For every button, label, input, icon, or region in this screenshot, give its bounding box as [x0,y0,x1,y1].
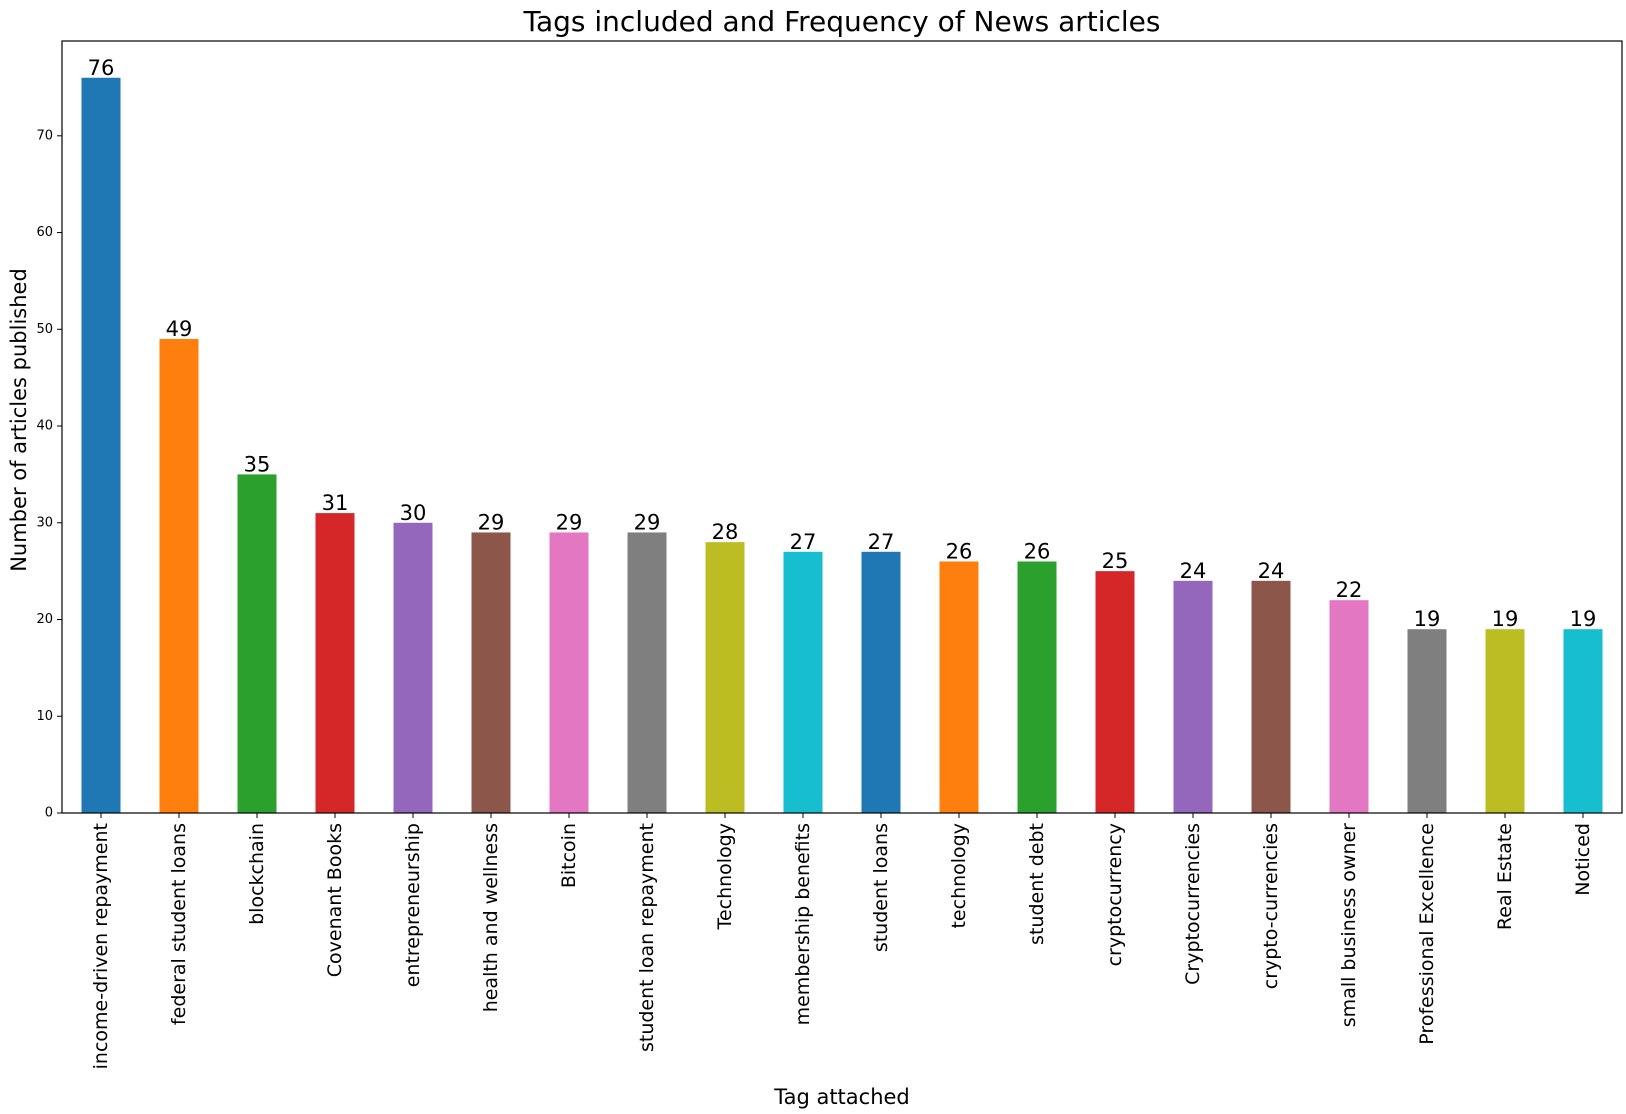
bar [81,77,121,813]
plot-area-frame [61,40,1623,814]
bar [1485,629,1525,813]
bar [627,532,667,813]
x-tick-label: Bitcoin [558,823,580,888]
bar-value-label: 27 [790,530,817,554]
bar-value-label: 19 [1570,607,1597,631]
bar-value-label: 29 [634,510,661,534]
chart-title: Tags included and Frequency of News arti… [523,5,1161,38]
bar-value-label: 31 [322,491,349,515]
bar-value-label: 29 [556,510,583,534]
bar-value-label: 22 [1336,578,1363,602]
bar-value-label: 27 [868,530,895,554]
bar-value-label: 49 [166,317,193,341]
bar-value-label: 26 [946,539,973,563]
x-tick-label: cryptocurrency [1104,823,1126,966]
x-tick-label: income-driven repayment [90,823,112,1069]
x-tick-label: blockchain [246,823,268,925]
x-tick-label: crypto-currencies [1260,823,1282,989]
bar-value-label: 26 [1024,539,1051,563]
bar [1407,629,1447,813]
bar [1329,600,1369,813]
x-tick-label: technology [948,823,970,929]
bar [1563,629,1603,813]
x-tick-label: health and wellness [480,823,502,1012]
bar [705,542,745,813]
bar-value-label: 24 [1258,559,1285,583]
bar-value-label: 24 [1180,559,1207,583]
y-tick-label: 0 [45,806,53,821]
bar [471,532,511,813]
x-tick-label: student loan repayment [636,823,658,1052]
x-tick-label: Cryptocurrencies [1182,823,1204,985]
x-tick-label: Technology [714,823,736,930]
y-tick-label: 30 [36,515,53,530]
x-tick-label: entrepreneurship [402,823,424,987]
bar-value-label: 28 [712,520,739,544]
bar [549,532,589,813]
bar [315,513,355,813]
x-tick-label: Noticed [1572,823,1594,896]
bar [1095,571,1135,813]
bar [1173,580,1213,813]
bar-value-label: 30 [400,501,427,525]
x-tick-label: Covenant Books [324,823,346,977]
bar-value-label: 19 [1414,607,1441,631]
bar-value-label: 35 [244,452,271,476]
bar-value-label: 76 [88,56,115,80]
bar [1017,561,1057,813]
bar [237,474,277,813]
y-tick-label: 70 [36,128,53,143]
x-tick-label: Professional Excellence [1416,823,1438,1045]
x-tick-label: student debt [1026,823,1048,945]
x-axis-ticks: income-driven repayment federal student l… [90,813,1594,1069]
bars-group [81,77,1603,813]
x-axis-label: Tag attached [773,1085,910,1109]
bar-value-label: 25 [1102,549,1129,573]
y-tick-label: 40 [36,419,53,434]
bar [861,551,901,813]
y-tick-label: 60 [36,225,53,240]
bar [159,338,199,813]
y-axis-ticks: 0 10 20 30 40 50 60 70 [36,128,62,821]
y-tick-label: 50 [36,322,53,337]
y-tick-label: 20 [36,612,53,627]
x-tick-label: federal student loans [168,823,190,1025]
bar-value-label: 19 [1492,607,1519,631]
y-axis-label: Number of articles published [7,268,31,572]
y-tick-label: 10 [36,709,53,724]
bar [393,522,433,813]
data-labels-group: 76 49 35 31 30 29 29 29 28 27 27 26 26 25 24 24 22 19 19 19 [88,56,1597,631]
bar [939,561,979,813]
x-tick-label: Real Estate [1494,823,1516,930]
x-tick-label: membership benefits [792,823,814,1025]
x-tick-label: student loans [870,823,892,952]
bar [783,551,823,813]
x-tick-label: small business owner [1338,823,1360,1027]
bar-value-label: 29 [478,510,505,534]
bar [1251,580,1291,813]
